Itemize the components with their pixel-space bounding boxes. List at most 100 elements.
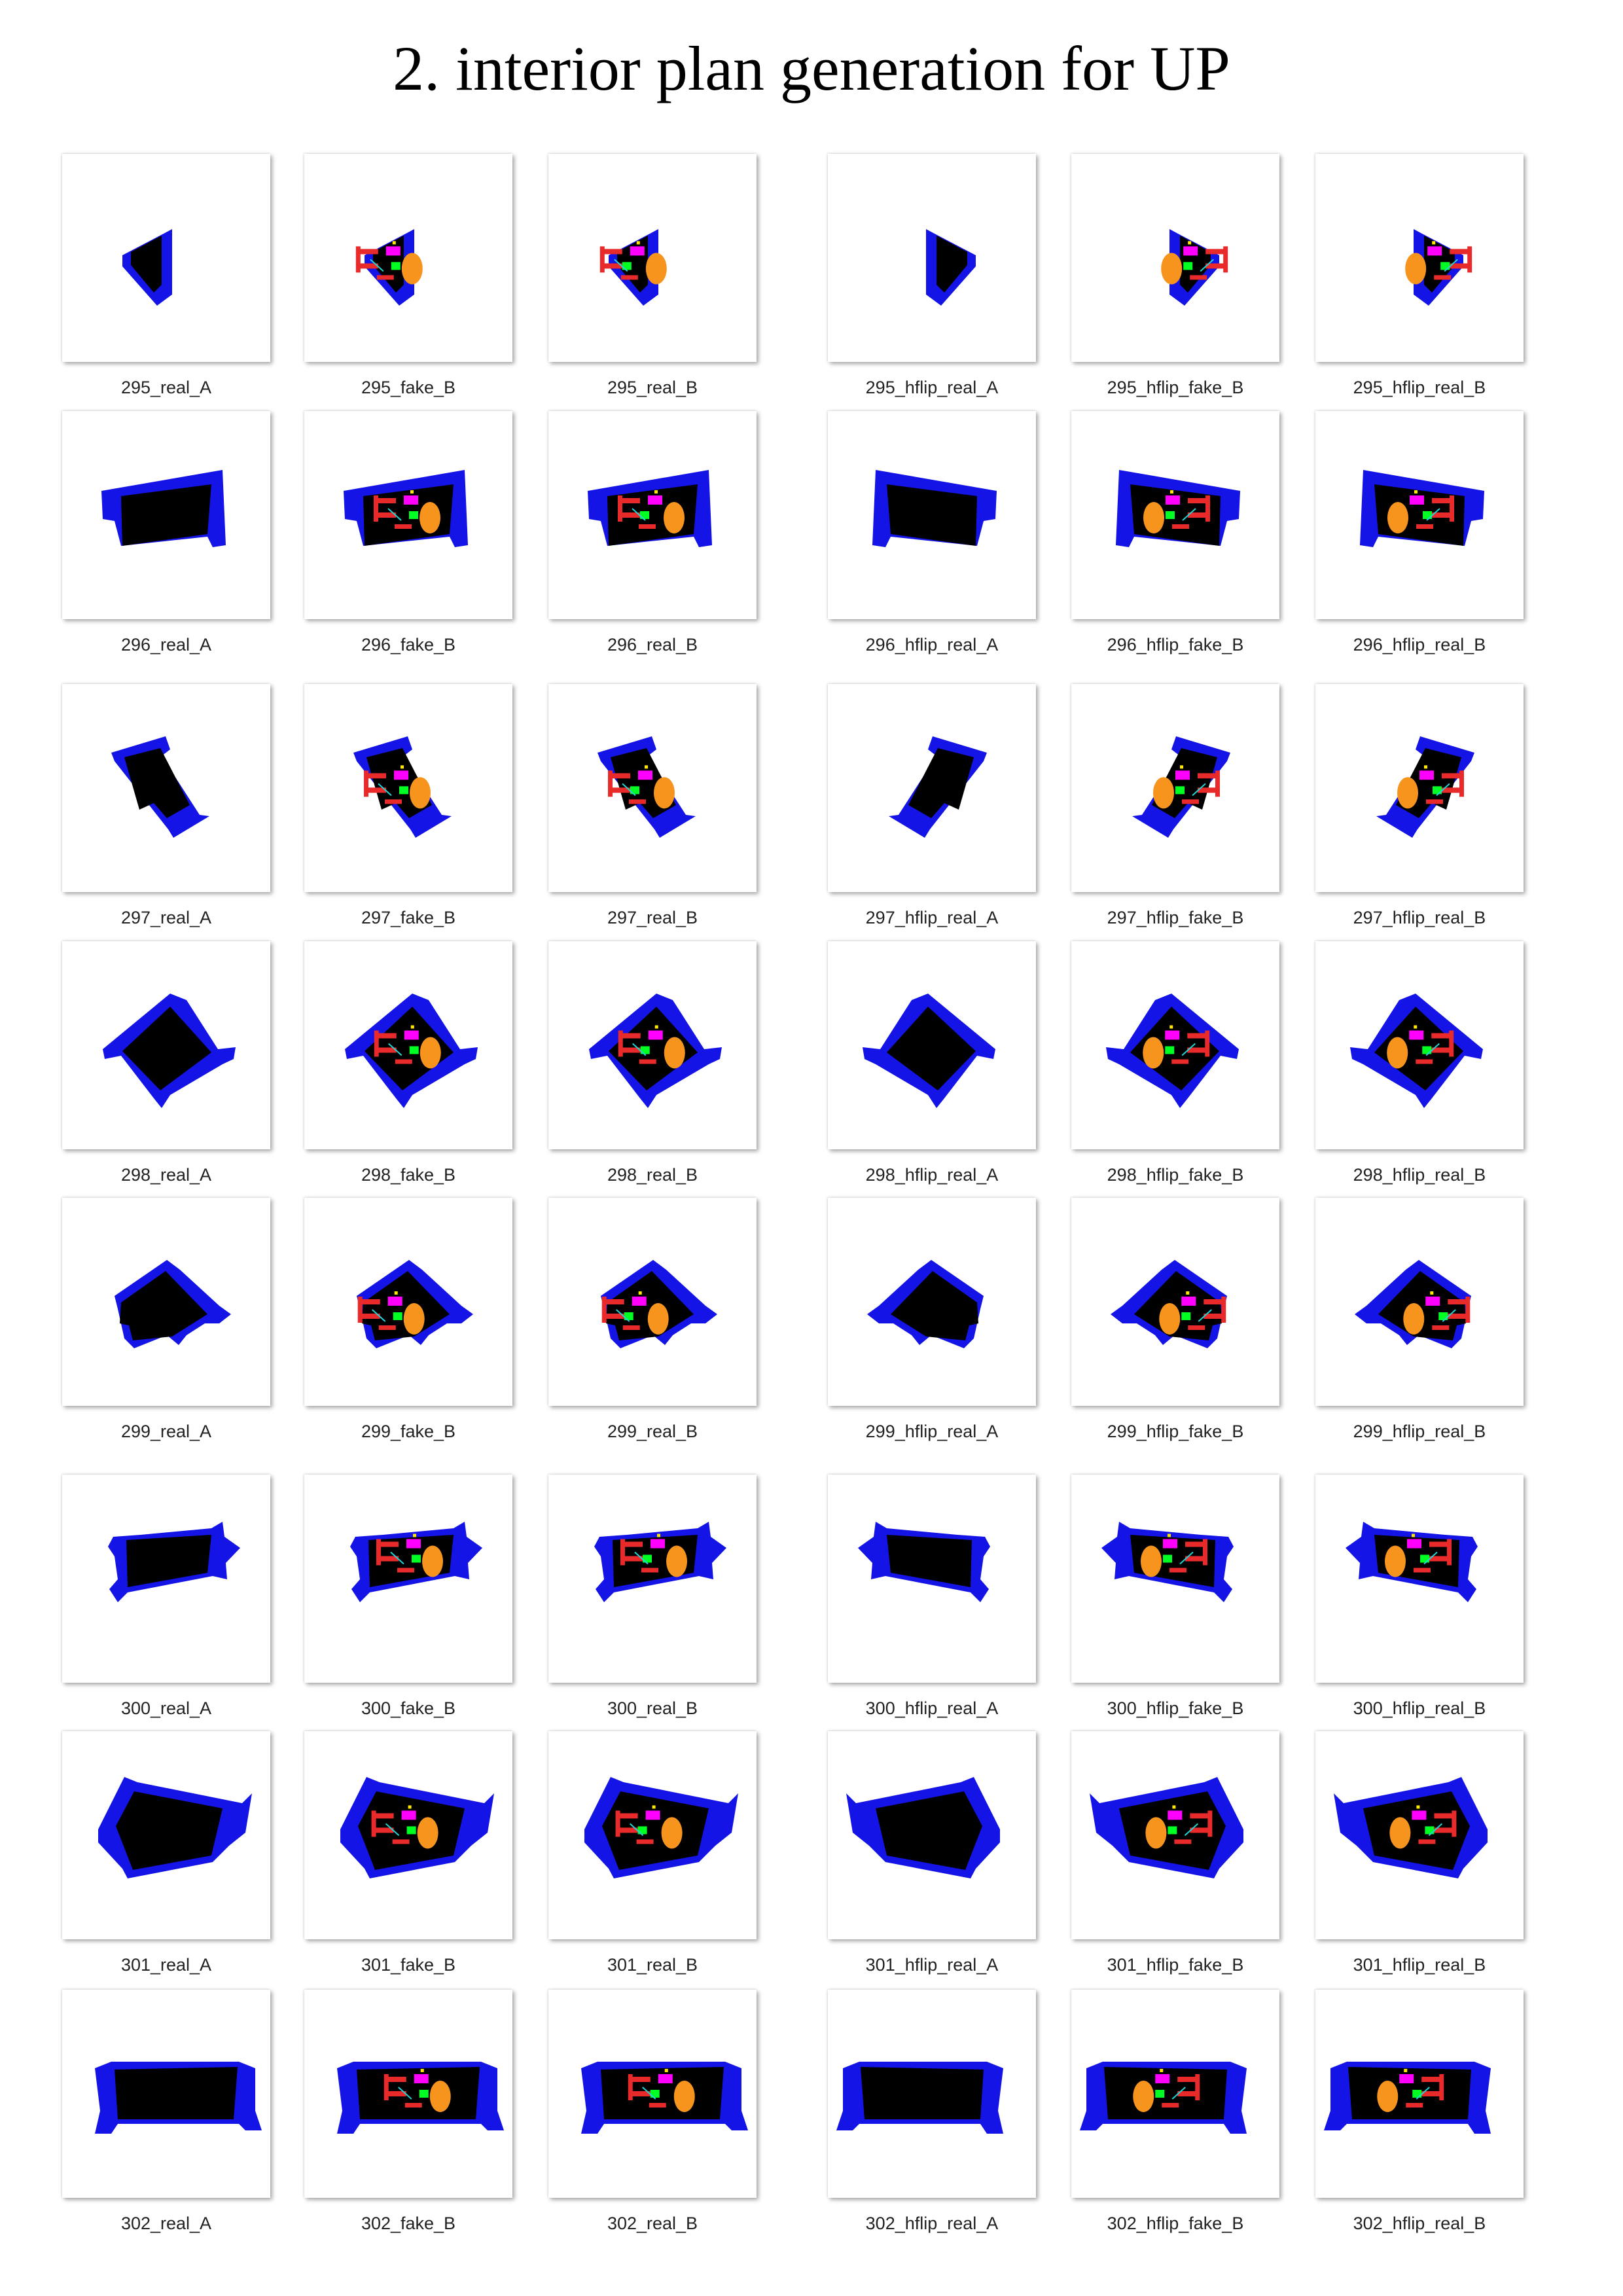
plan-thumbnail[interactable] bbox=[1071, 1198, 1279, 1406]
aux-line bbox=[629, 1823, 644, 1837]
plan-tile[interactable]: 302_fake_B bbox=[291, 1990, 526, 2234]
plan-thumbnail[interactable] bbox=[1071, 154, 1279, 362]
plan-thumbnail[interactable] bbox=[62, 684, 270, 892]
plan-thumbnail[interactable] bbox=[1315, 1198, 1524, 1406]
plan-tile[interactable]: 302_hflip_real_A bbox=[814, 1990, 1050, 2234]
plan-tile[interactable]: 295_real_A bbox=[48, 154, 284, 399]
plan-tile[interactable]: 301_hflip_real_A bbox=[814, 1731, 1050, 1976]
plan-tile[interactable]: 297_fake_B bbox=[291, 684, 526, 929]
plan-thumbnail[interactable] bbox=[62, 1990, 270, 2198]
plan-tile[interactable]: 295_fake_B bbox=[291, 154, 526, 399]
plan-tile[interactable]: 297_real_A bbox=[48, 684, 284, 929]
plan-thumbnail[interactable] bbox=[1071, 941, 1279, 1149]
plan-tile[interactable]: 297_hflip_real_B bbox=[1302, 684, 1537, 929]
plan-tile[interactable]: 301_real_B bbox=[535, 1731, 770, 1976]
plan-tile[interactable]: 299_hflip_real_B bbox=[1302, 1198, 1537, 1443]
plan-thumbnail[interactable] bbox=[828, 154, 1036, 362]
plan-tile[interactable]: 298_fake_B bbox=[291, 941, 526, 1186]
plan-thumbnail[interactable] bbox=[548, 1198, 757, 1406]
plan-tile[interactable]: 301_hflip_fake_B bbox=[1058, 1731, 1293, 1976]
plan-thumbnail[interactable] bbox=[548, 941, 757, 1149]
plan-tile[interactable]: 301_real_A bbox=[48, 1731, 284, 1976]
plan-tile[interactable]: 297_hflip_fake_B bbox=[1058, 684, 1293, 929]
plan-thumbnail[interactable] bbox=[828, 411, 1036, 619]
plan-tile[interactable]: 298_real_B bbox=[535, 941, 770, 1186]
plan-thumbnail[interactable] bbox=[548, 684, 757, 892]
plan-tile[interactable]: 302_real_A bbox=[48, 1990, 284, 2234]
plan-thumbnail[interactable] bbox=[304, 941, 512, 1149]
plan-thumbnail[interactable] bbox=[828, 1198, 1036, 1406]
plan-thumbnail[interactable] bbox=[62, 1198, 270, 1406]
plan-thumbnail[interactable] bbox=[304, 411, 512, 619]
plan-thumbnail[interactable] bbox=[828, 1731, 1036, 1939]
plan-tile[interactable]: 298_hflip_real_B bbox=[1302, 941, 1537, 1186]
plan-tile[interactable]: 295_hflip_real_B bbox=[1302, 154, 1537, 399]
plan-tile[interactable]: 300_hflip_fake_B bbox=[1058, 1475, 1293, 1719]
plan-thumbnail[interactable] bbox=[828, 684, 1036, 892]
plan-tile[interactable]: 302_real_B bbox=[535, 1990, 770, 2234]
plan-tile[interactable]: 296_hflip_real_B bbox=[1302, 411, 1537, 656]
plan-thumbnail[interactable] bbox=[548, 1731, 757, 1939]
plan-tile[interactable]: 299_hflip_fake_B bbox=[1058, 1198, 1293, 1443]
plan-tile[interactable]: 298_hflip_fake_B bbox=[1058, 941, 1293, 1186]
plan-tile[interactable]: 299_fake_B bbox=[291, 1198, 526, 1443]
plan-tile[interactable]: 297_real_B bbox=[535, 684, 770, 929]
plan-thumbnail[interactable] bbox=[304, 154, 512, 362]
plan-thumbnail[interactable] bbox=[62, 941, 270, 1149]
plan-tile[interactable]: 299_hflip_real_A bbox=[814, 1198, 1050, 1443]
plan-tile[interactable]: 296_hflip_real_A bbox=[814, 411, 1050, 656]
plan-tile[interactable]: 300_real_B bbox=[535, 1475, 770, 1719]
plan-thumbnail[interactable] bbox=[828, 1990, 1036, 2198]
plan-tile[interactable]: 300_hflip_real_B bbox=[1302, 1475, 1537, 1719]
plan-thumbnail[interactable] bbox=[548, 154, 757, 362]
plan-tile[interactable]: 302_hflip_fake_B bbox=[1058, 1990, 1293, 2234]
plan-tile[interactable]: 296_real_B bbox=[535, 411, 770, 656]
plan-thumbnail[interactable] bbox=[548, 411, 757, 619]
plan-thumbnail[interactable] bbox=[304, 1198, 512, 1406]
plan-tile[interactable]: 301_hflip_real_B bbox=[1302, 1731, 1537, 1976]
plan-thumbnail[interactable] bbox=[1071, 1990, 1279, 2198]
living-room bbox=[419, 1037, 441, 1069]
plan-thumbnail[interactable] bbox=[1315, 941, 1524, 1149]
plan-thumbnail[interactable] bbox=[828, 941, 1036, 1149]
plan-tile[interactable]: 298_hflip_real_A bbox=[814, 941, 1050, 1186]
plan-tile[interactable]: 295_hflip_real_A bbox=[814, 154, 1050, 399]
plan-image bbox=[62, 411, 270, 619]
plan-tile[interactable]: 300_hflip_real_A bbox=[814, 1475, 1050, 1719]
plan-thumbnail[interactable] bbox=[304, 1731, 512, 1939]
plan-tile[interactable]: 296_fake_B bbox=[291, 411, 526, 656]
plan-tile[interactable]: 295_real_B bbox=[535, 154, 770, 399]
plan-thumbnail[interactable] bbox=[1315, 154, 1524, 362]
plan-tile[interactable]: 295_hflip_fake_B bbox=[1058, 154, 1293, 399]
plan-tile[interactable]: 300_fake_B bbox=[291, 1475, 526, 1719]
plan-tile[interactable]: 297_hflip_real_A bbox=[814, 684, 1050, 929]
plan-thumbnail[interactable] bbox=[304, 1475, 512, 1683]
plan-tile[interactable]: 301_fake_B bbox=[291, 1731, 526, 1976]
plan-tile[interactable]: 296_real_A bbox=[48, 411, 284, 656]
bathroom-room bbox=[608, 770, 613, 797]
plan-thumbnail[interactable] bbox=[1315, 684, 1524, 892]
plan-thumbnail[interactable] bbox=[548, 1475, 757, 1683]
plan-tile[interactable]: 296_hflip_fake_B bbox=[1058, 411, 1293, 656]
plan-tile[interactable]: 298_real_A bbox=[48, 941, 284, 1186]
plan-tile[interactable]: 299_real_A bbox=[48, 1198, 284, 1443]
plan-thumbnail[interactable] bbox=[304, 1990, 512, 2198]
plan-tile[interactable]: 300_real_A bbox=[48, 1475, 284, 1719]
plan-thumbnail[interactable] bbox=[828, 1475, 1036, 1683]
plan-thumbnail[interactable] bbox=[1315, 1731, 1524, 1939]
plan-thumbnail[interactable] bbox=[62, 1475, 270, 1683]
plan-thumbnail[interactable] bbox=[548, 1990, 757, 2198]
plan-thumbnail[interactable] bbox=[1071, 411, 1279, 619]
plan-thumbnail[interactable] bbox=[304, 684, 512, 892]
plan-thumbnail[interactable] bbox=[62, 1731, 270, 1939]
plan-thumbnail[interactable] bbox=[1071, 1731, 1279, 1939]
plan-thumbnail[interactable] bbox=[62, 154, 270, 362]
plan-thumbnail[interactable] bbox=[62, 411, 270, 619]
plan-thumbnail[interactable] bbox=[1315, 1475, 1524, 1683]
plan-thumbnail[interactable] bbox=[1071, 684, 1279, 892]
plan-thumbnail[interactable] bbox=[1315, 411, 1524, 619]
plan-thumbnail[interactable] bbox=[1071, 1475, 1279, 1683]
plan-tile[interactable]: 299_real_B bbox=[535, 1198, 770, 1443]
plan-thumbnail[interactable] bbox=[1315, 1990, 1524, 2198]
plan-tile[interactable]: 302_hflip_real_B bbox=[1302, 1990, 1537, 2234]
